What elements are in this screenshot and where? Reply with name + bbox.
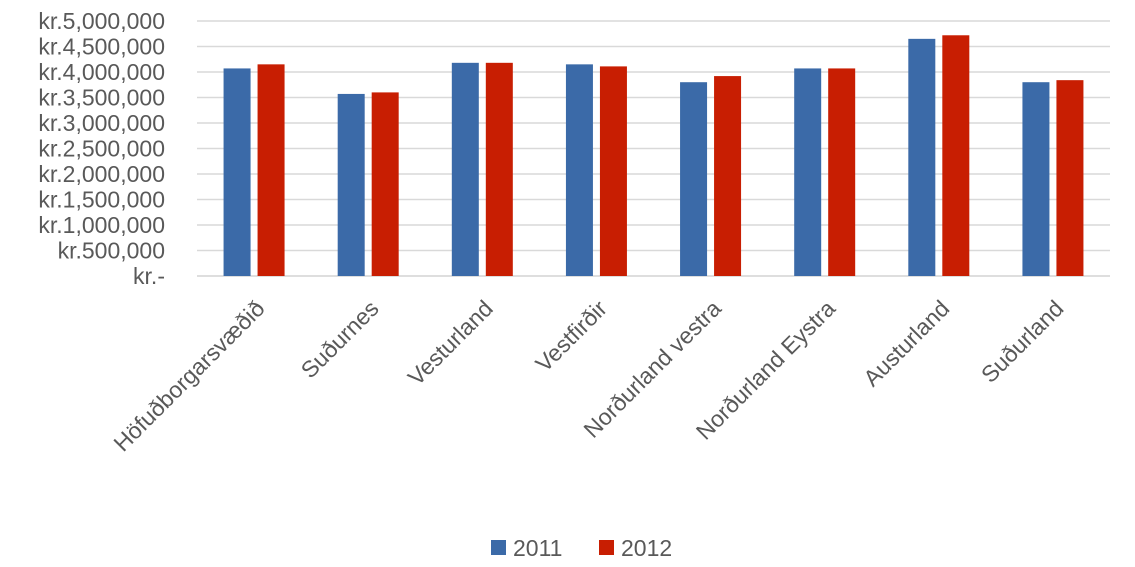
bar-2012-0 [257, 64, 285, 276]
y-tick-label: kr.1,500,000 [38, 187, 165, 213]
bar-2011-4 [680, 82, 708, 276]
y-tick-label: kr.500,000 [58, 238, 165, 264]
x-tick-label: Vestfirðir [530, 295, 612, 377]
bar-2012-1 [371, 92, 399, 277]
bar-2011-1 [337, 93, 365, 277]
bar-2012-3 [599, 66, 627, 276]
bar-2012-5 [828, 68, 856, 277]
x-tick-label: Suðurnes [296, 295, 384, 383]
legend: 2011 2012 [491, 535, 672, 561]
legend-swatch-2012 [599, 540, 614, 555]
legend-label: 2011 [513, 535, 562, 561]
bar-2011-0 [223, 68, 251, 277]
bar-2011-3 [565, 64, 593, 276]
y-tick-label: kr.- [133, 263, 165, 289]
y-tick-label: kr.5,000,000 [38, 8, 165, 34]
legend-label: 2012 [621, 535, 672, 561]
y-tick-label: kr.2,000,000 [38, 161, 165, 187]
legend-swatch-2011 [491, 540, 506, 555]
x-tick-label: Austurland [858, 295, 954, 391]
y-tick-label: kr.3,000,000 [38, 110, 165, 136]
y-tick-label: kr.2,500,000 [38, 136, 165, 162]
bar-2012-2 [485, 62, 513, 276]
y-tick-label: kr.1,000,000 [38, 212, 165, 238]
x-tick-label: Höfuðborgarsvæðið [108, 295, 269, 456]
x-tick-label: Suðurland [976, 295, 1069, 388]
y-tick-label: kr.4,000,000 [38, 59, 165, 85]
y-tick-label: kr.4,500,000 [38, 34, 165, 60]
bar-2012-6 [942, 35, 970, 276]
bar-2012-7 [1056, 80, 1084, 276]
bar-2011-5 [794, 68, 822, 277]
y-axis-tick-labels: kr.-kr.500,000kr.1,000,000kr.1,500,000kr… [38, 8, 165, 289]
bar-2011-2 [451, 62, 479, 276]
gridlines [197, 20, 1110, 277]
bar-2011-6 [908, 38, 936, 276]
x-axis-tick-labels: Höfuðborgarsvæðið Suðurnes Vesturland Vestf… [108, 295, 1068, 456]
bars [223, 35, 1084, 277]
y-tick-label: kr.3,500,000 [38, 85, 165, 111]
x-tick-label: Vesturland [403, 295, 498, 390]
bar-2011-7 [1022, 82, 1050, 276]
bar-2012-4 [714, 76, 742, 276]
